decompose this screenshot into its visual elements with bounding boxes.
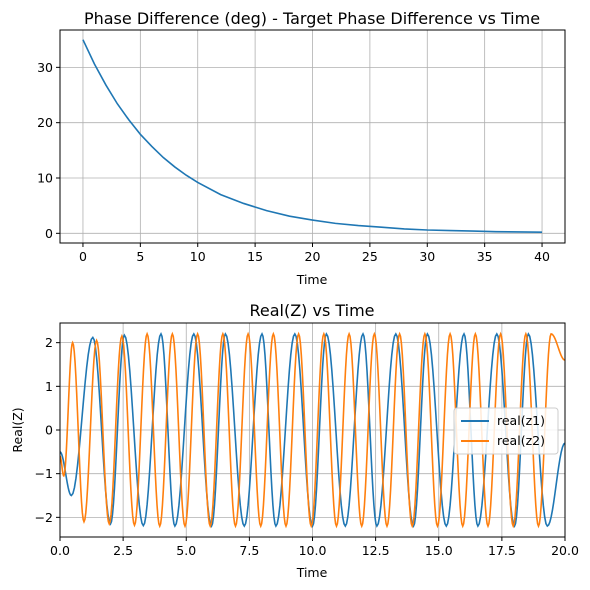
- y-tick-label: 2: [45, 335, 53, 350]
- chart1-legend: real(z1) real(z2): [453, 407, 559, 455]
- x-tick-label: 30: [419, 249, 435, 264]
- series-line-real-z2: [60, 331, 565, 529]
- legend-label-z1: real(z1): [497, 413, 545, 428]
- chart0-series: [82, 39, 543, 234]
- chart1-title: Real(Z) vs Time: [249, 301, 374, 320]
- y-tick-label: 1: [45, 379, 53, 394]
- chart0-x-ticks: 0 5 10 15 20 25 30 35 40: [79, 243, 550, 264]
- x-tick-label: 25: [362, 249, 378, 264]
- x-tick-label: 40: [534, 249, 550, 264]
- y-tick-label: 10: [37, 170, 53, 185]
- y-tick-label: 30: [37, 60, 53, 75]
- x-tick-label: 12.5: [362, 543, 390, 558]
- chart0-y-ticks: 0 10 20 30: [37, 60, 60, 241]
- x-tick-label: 5.0: [176, 543, 196, 558]
- x-tick-label: 20: [305, 249, 321, 264]
- y-tick-label: 0: [45, 423, 53, 438]
- chart1-x-label: Time: [296, 565, 328, 580]
- x-tick-label: 7.5: [239, 543, 259, 558]
- realz-chart: Real(Z) vs Time 0.0 2.5 5.0 7.5 10.0 12.5 15.0…: [10, 301, 579, 580]
- x-tick-label: 2.5: [113, 543, 133, 558]
- phase-difference-chart: Phase Difference (deg) - Target Phase Di…: [37, 9, 566, 287]
- x-tick-label: 5: [136, 249, 144, 264]
- x-tick-label: 17.5: [488, 543, 516, 558]
- y-tick-label: −1: [35, 466, 53, 481]
- y-tick-label: 20: [37, 115, 53, 130]
- chart0-x-label: Time: [296, 272, 328, 287]
- chart0-title: Phase Difference (deg) - Target Phase Di…: [84, 9, 540, 28]
- y-tick-label: −2: [35, 510, 53, 525]
- chart1-y-ticks: −2 −1 0 1 2: [35, 335, 60, 525]
- x-tick-label: 35: [477, 249, 493, 264]
- legend-box: [453, 407, 559, 455]
- legend-label-z2: real(z2): [497, 433, 545, 448]
- x-tick-label: 15.0: [425, 543, 453, 558]
- chart1-y-label: Real(Z): [10, 407, 25, 452]
- x-tick-label: 10.0: [299, 543, 327, 558]
- series-line-main: [82, 39, 543, 234]
- y-tick-label: 0: [45, 226, 53, 241]
- chart1-x-ticks: 0.0 2.5 5.0 7.5 10.0 12.5 15.0 17.5 20.0: [50, 537, 579, 558]
- x-tick-label: 10: [190, 249, 206, 264]
- chart0-grid: [60, 30, 565, 243]
- x-tick-label: 0.0: [50, 543, 70, 558]
- series-line-real-z1: [60, 332, 565, 528]
- x-tick-label: 15: [247, 249, 263, 264]
- chart1-series: [60, 331, 565, 529]
- x-tick-label: 0: [79, 249, 87, 264]
- x-tick-label: 20.0: [551, 543, 579, 558]
